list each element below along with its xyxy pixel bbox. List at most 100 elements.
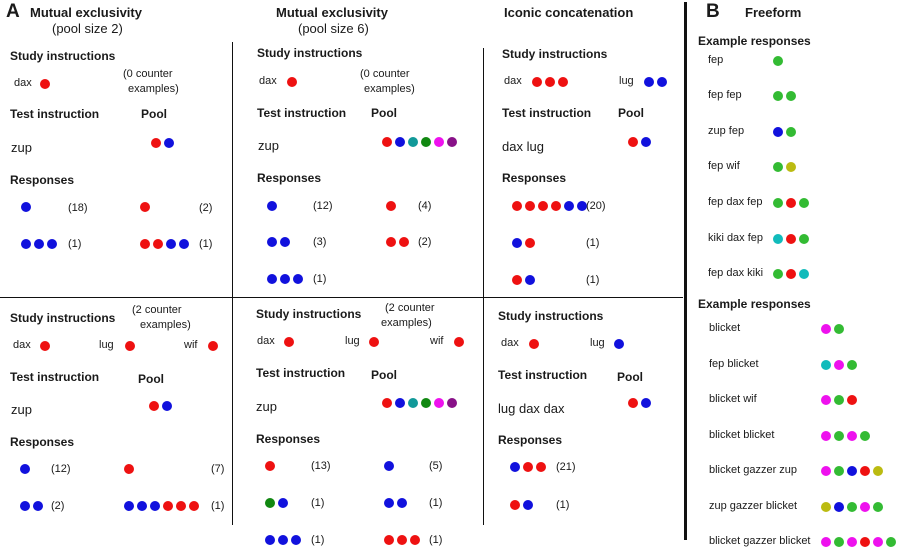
blue-dot — [33, 501, 43, 511]
purple-dot — [447, 137, 457, 147]
red-dot — [40, 341, 50, 351]
response-dots — [512, 275, 538, 285]
note-line-1: (2 counter — [132, 304, 182, 316]
blue-dot — [267, 237, 277, 247]
word-dax: dax — [504, 75, 522, 87]
magenta-dot — [821, 466, 831, 476]
blue-dot — [512, 238, 522, 248]
panel-b-letter: B — [706, 1, 720, 22]
study-instructions-label: Study instructions — [257, 46, 363, 60]
freeform-dots — [773, 269, 812, 279]
red-dot — [786, 234, 796, 244]
note-line-1: (0 counter — [123, 68, 173, 80]
response-count: (7) — [211, 463, 225, 475]
cyan-dot — [773, 234, 783, 244]
response-dots — [140, 202, 153, 212]
freeform-dots — [821, 360, 860, 370]
red-dot — [786, 269, 796, 279]
response-dots — [384, 535, 423, 545]
blue-dot — [644, 77, 654, 87]
pool-label: Pool — [141, 107, 167, 121]
teal-dot — [408, 137, 418, 147]
freeform-dots — [773, 234, 812, 244]
response-dots — [21, 202, 34, 212]
red-dot — [523, 462, 533, 472]
red-dot — [545, 77, 555, 87]
freeform-phrase: blicket gazzer blicket — [709, 535, 811, 547]
freeform-phrase: zup fep — [708, 125, 745, 137]
response-count: (1) — [311, 497, 325, 509]
blue-dot — [162, 401, 172, 411]
red-dot — [149, 401, 159, 411]
response-dots — [386, 237, 412, 247]
blue-dot — [641, 398, 651, 408]
red-dot — [125, 341, 135, 351]
blue-dot — [280, 274, 290, 284]
magenta-dot — [847, 537, 857, 547]
red-dot — [153, 239, 163, 249]
red-dot — [189, 501, 199, 511]
red-dot — [386, 201, 396, 211]
blue-dot — [834, 502, 844, 512]
cyan-dot — [821, 360, 831, 370]
red-dot — [140, 239, 150, 249]
red-dot — [287, 77, 297, 87]
panel-a-letter: A — [6, 1, 20, 22]
response-count: (3) — [313, 236, 327, 248]
lgreen-dot — [786, 127, 796, 137]
freeform-phrase: fep fep — [708, 89, 742, 101]
freeform-phrase: fep dax fep — [708, 196, 763, 208]
freeform-dots — [821, 395, 860, 405]
word-lug: lug — [590, 337, 605, 349]
blue-dot — [265, 535, 275, 545]
blue-dot — [164, 138, 174, 148]
red-dot — [382, 137, 392, 147]
red-dot — [529, 339, 539, 349]
lgreen-dot — [773, 56, 783, 66]
response-count: (12) — [313, 200, 333, 212]
study-instructions-label: Study instructions — [256, 307, 362, 321]
freeform-dots — [773, 162, 799, 172]
lgreen-dot — [773, 162, 783, 172]
dots-dax — [287, 77, 300, 87]
red-dot — [40, 79, 50, 89]
red-dot — [525, 238, 535, 248]
lgreen-dot — [834, 537, 844, 547]
magenta-dot — [860, 502, 870, 512]
example-responses-label: Example responses — [698, 297, 811, 311]
blue-dot — [291, 535, 301, 545]
magenta-dot — [821, 395, 831, 405]
red-dot — [397, 535, 407, 545]
word-dax: dax — [259, 75, 277, 87]
response-count: (1) — [429, 497, 443, 509]
response-dots — [267, 274, 306, 284]
response-dots — [386, 201, 399, 211]
freeform-title: Freeform — [745, 5, 802, 20]
blue-dot — [293, 274, 303, 284]
dots-dax — [532, 77, 571, 87]
word-dax: dax — [501, 337, 519, 349]
freeform-dots — [821, 502, 886, 512]
blue-dot — [124, 501, 134, 511]
note-line-2: examples) — [364, 83, 415, 95]
panel-separator — [684, 2, 687, 540]
red-dot — [124, 464, 134, 474]
test-instruction-label: Test instruction — [502, 106, 592, 120]
responses-label: Responses — [498, 433, 563, 447]
lgreen-dot — [873, 502, 883, 512]
blue-dot — [614, 339, 624, 349]
freeform-dots — [773, 127, 799, 137]
blue-dot — [47, 239, 57, 249]
lgreen-dot — [834, 466, 844, 476]
red-dot — [384, 535, 394, 545]
blue-dot — [179, 239, 189, 249]
freeform-phrase: fep dax kiki — [708, 267, 764, 279]
test-word: dax lug — [502, 139, 544, 154]
pool-dots — [382, 398, 460, 408]
freeform-dots — [821, 537, 899, 547]
note-line-1: (2 counter — [385, 302, 435, 314]
study-instructions-label: Study instructions — [10, 311, 116, 325]
word-lug: lug — [99, 339, 114, 351]
note-line-2: examples) — [140, 319, 191, 331]
dots-wif — [454, 337, 467, 347]
